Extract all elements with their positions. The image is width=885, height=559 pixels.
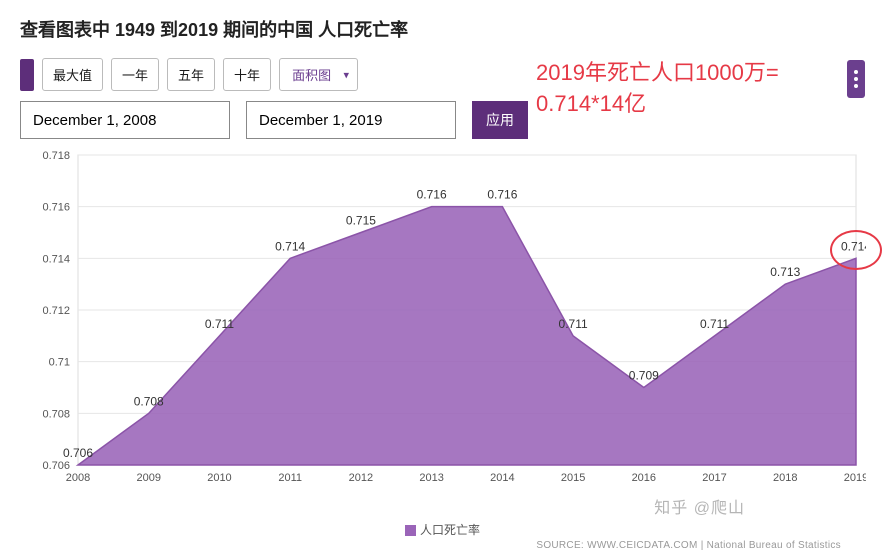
svg-text:2013: 2013 [419, 472, 443, 484]
svg-text:0.711: 0.711 [700, 317, 729, 331]
user-annotation: 2019年死亡人口1000万= 0.714*14亿 [536, 58, 779, 120]
svg-text:0.716: 0.716 [487, 188, 517, 202]
svg-text:2015: 2015 [561, 472, 585, 484]
svg-text:2018: 2018 [773, 472, 797, 484]
svg-text:2016: 2016 [632, 472, 656, 484]
svg-text:0.714: 0.714 [275, 239, 305, 253]
svg-text:0.712: 0.712 [42, 305, 70, 317]
chart-type-select[interactable]: 面积图 [279, 58, 358, 91]
legend-label: 人口死亡率 [420, 523, 480, 537]
svg-text:2012: 2012 [349, 472, 373, 484]
page-title: 查看图表中 1949 到2019 期间的中国 人口死亡率 [20, 16, 865, 42]
annotation-line2: 0.714*14亿 [536, 89, 779, 120]
svg-text:2017: 2017 [702, 472, 726, 484]
svg-text:0.718: 0.718 [42, 150, 70, 162]
svg-text:2011: 2011 [278, 472, 302, 484]
svg-text:0.708: 0.708 [134, 394, 164, 408]
date-to-input[interactable] [246, 101, 456, 139]
source-text: SOURCE: WWW.CEICDATA.COM | National Bure… [20, 540, 865, 551]
svg-text:0.715: 0.715 [346, 214, 376, 228]
svg-text:0.708: 0.708 [42, 408, 70, 420]
svg-text:0.716: 0.716 [42, 202, 70, 214]
range-btn-5y[interactable]: 五年 [167, 58, 215, 91]
svg-text:0.711: 0.711 [559, 317, 588, 331]
svg-text:0.71: 0.71 [49, 357, 70, 369]
svg-text:0.714: 0.714 [841, 239, 866, 253]
range-btn-1y[interactable]: 一年 [111, 58, 159, 91]
dots-icon [854, 77, 858, 81]
svg-text:2008: 2008 [66, 472, 90, 484]
svg-text:2014: 2014 [490, 472, 514, 484]
svg-text:0.711: 0.711 [205, 317, 234, 331]
svg-text:0.706: 0.706 [42, 460, 70, 472]
area-chart: 0.706 0.708 0.71 0.712 0.714 0.716 0.718 2008 20… [20, 145, 866, 505]
range-btn-10y[interactable]: 十年 [223, 58, 271, 91]
range-btn-max[interactable]: 最大值 [42, 58, 103, 91]
svg-text:2019: 2019 [844, 472, 866, 484]
chart-area: 0.706 0.708 0.71 0.712 0.714 0.716 0.718 2008 20… [20, 145, 866, 525]
dots-icon [854, 84, 858, 88]
annotation-line1: 2019年死亡人口1000万= [536, 58, 779, 89]
date-from-input[interactable] [20, 101, 230, 139]
apply-button[interactable]: 应用 [472, 101, 528, 139]
svg-text:2010: 2010 [207, 472, 231, 484]
legend-swatch-icon [405, 525, 416, 536]
svg-text:0.716: 0.716 [417, 188, 447, 202]
more-menu-button[interactable] [847, 60, 865, 98]
svg-text:0.709: 0.709 [629, 369, 659, 383]
svg-text:0.714: 0.714 [42, 253, 70, 265]
dots-icon [854, 70, 858, 74]
svg-text:2009: 2009 [136, 472, 160, 484]
svg-text:0.713: 0.713 [770, 265, 800, 279]
svg-text:0.706: 0.706 [63, 446, 93, 460]
range-marker [20, 59, 34, 91]
